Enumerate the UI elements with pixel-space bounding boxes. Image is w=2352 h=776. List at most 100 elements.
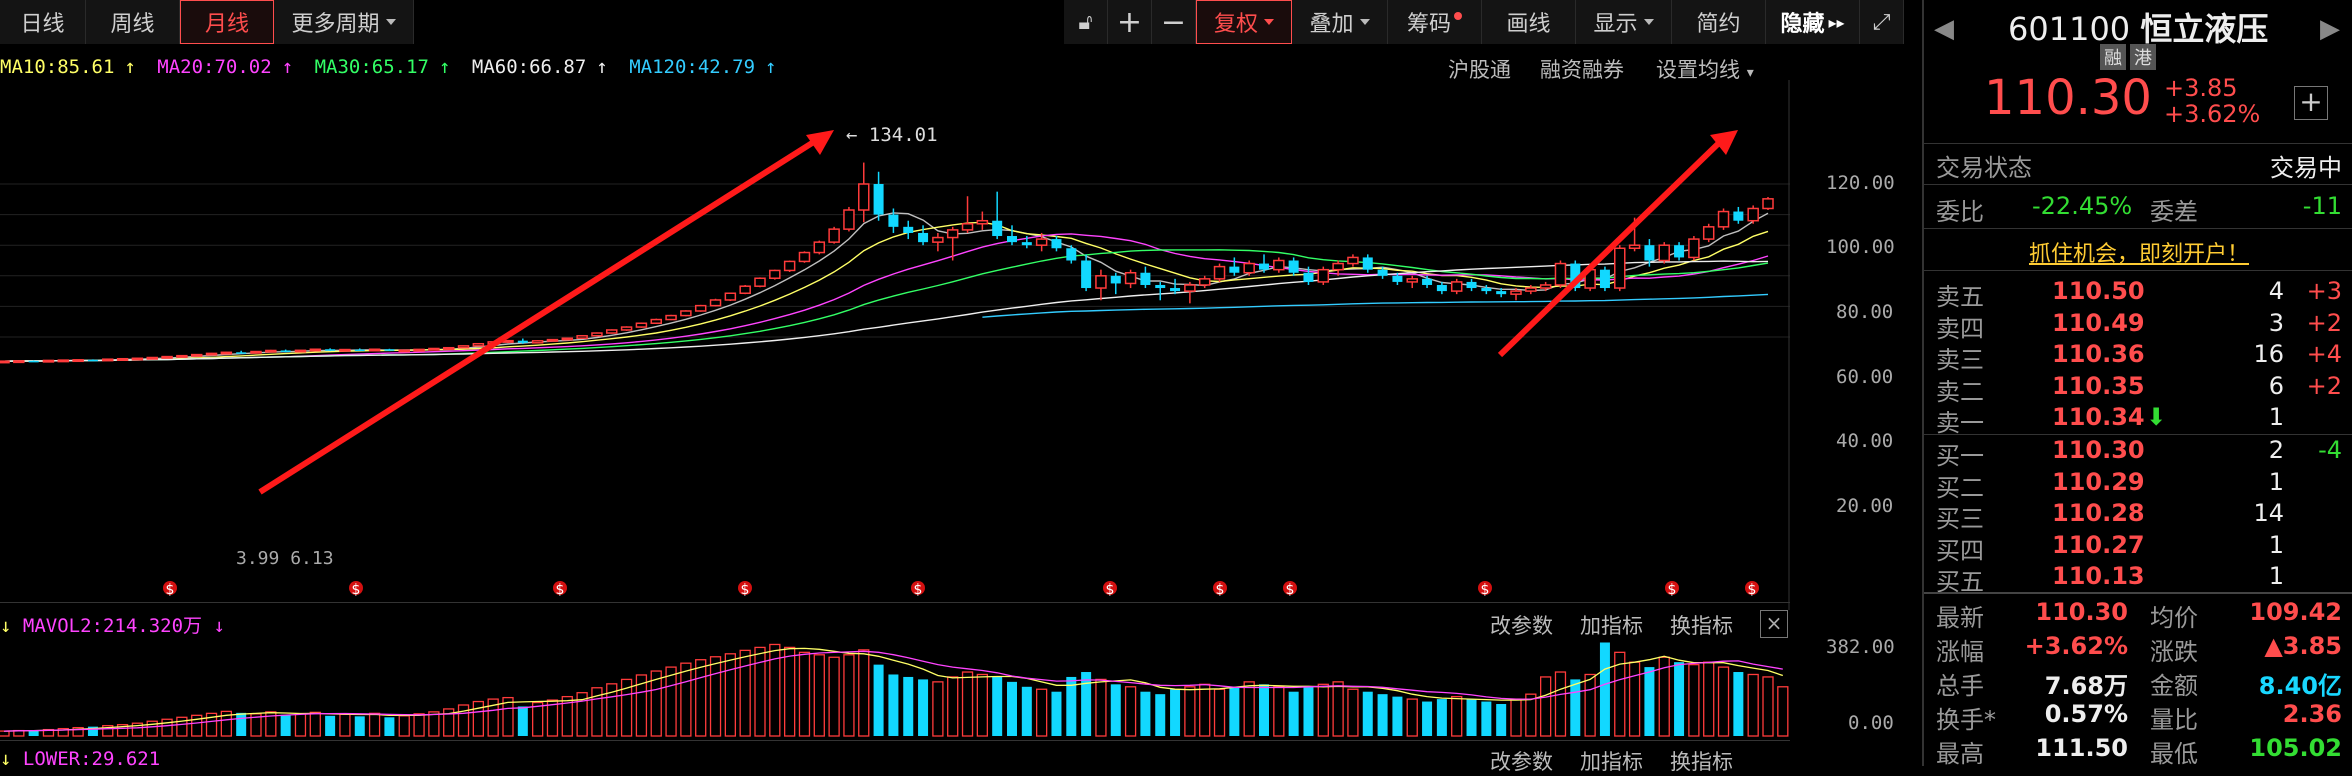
volume-bar [1051, 691, 1062, 736]
add-indicator-button[interactable]: 加指标 [1580, 750, 1643, 774]
volume-chart[interactable] [0, 642, 1790, 738]
divider [1924, 184, 2352, 185]
arrow-up-icon: ↑ [765, 56, 777, 78]
volume-bar [873, 664, 884, 736]
candle-body [1095, 275, 1107, 289]
candle-body [325, 349, 336, 351]
change-params-button[interactable]: 改参数 [1490, 614, 1553, 638]
volume-bar [798, 651, 811, 737]
candle-body [1155, 284, 1166, 289]
volume-bar [131, 722, 144, 737]
price-axis-label: 20.00 [1836, 495, 1894, 517]
dividend-marker [1478, 581, 1492, 595]
notification-dot-icon [1454, 12, 1462, 20]
restore-rights-button[interactable]: 复权 [1196, 0, 1292, 44]
volume-bar [961, 671, 974, 737]
tab-more-periods[interactable]: 更多周期 [274, 0, 414, 44]
arrow-up-icon: ↑ [596, 56, 608, 78]
candle-body [828, 228, 840, 243]
high-label: 134.01 [868, 124, 938, 146]
chevron-down-icon [1264, 19, 1274, 25]
volume-bar [443, 708, 455, 737]
chart-area[interactable]: 日线 周线 月线 更多周期 🔓︎ + − 复权 叠加 筹码 画线 显示 简约 隐… [0, 0, 1922, 774]
candle-body [1066, 248, 1077, 261]
quote-panel: ◀ ▶ 601100 恒立液压 融 港 110.30 +3.85 +3.62% … [1922, 0, 2352, 768]
chips-button[interactable]: 筹码 [1388, 0, 1482, 44]
fullscreen-button[interactable]: ⤢ [1860, 0, 1904, 44]
volume-bar [591, 687, 603, 737]
button-label: 复权 [1213, 12, 1258, 37]
candle-body [57, 359, 70, 363]
button-label: 画线 [1506, 12, 1551, 37]
change-params-button[interactable]: 改参数 [1490, 750, 1553, 774]
dividend-marker-label: $ [1481, 582, 1490, 598]
stock-code: 601100 [2008, 10, 2131, 48]
zoom-in-button[interactable]: + [1108, 0, 1152, 44]
candle-body [1554, 262, 1567, 286]
lock-button[interactable]: 🔓︎ [1064, 0, 1108, 44]
hide-button[interactable]: 隐藏 ▸▸ [1766, 0, 1860, 44]
candle-body [1243, 262, 1255, 274]
volume-bar [695, 659, 707, 737]
volume-bar [1436, 699, 1447, 736]
volume-bar [1317, 683, 1329, 737]
volume-bar [1614, 651, 1626, 737]
close-icon[interactable]: × [1760, 610, 1788, 638]
candle-body [1392, 275, 1403, 282]
triangle-right-icon: ▶ [2320, 14, 2340, 44]
simple-button[interactable]: 简约 [1672, 0, 1766, 44]
candle-body [843, 209, 855, 230]
volume-bar [1035, 688, 1048, 737]
volume-bar [87, 726, 98, 736]
minus-icon: − [1160, 4, 1187, 40]
volume-bar [236, 712, 247, 736]
volume-bar [709, 656, 722, 737]
volume-axis-label: 382.00 [1826, 636, 1895, 658]
ma-settings-link[interactable]: 设置均线 ▾ [1656, 54, 1754, 84]
tab-daily[interactable]: 日线 [0, 0, 86, 44]
candle-body [1140, 272, 1151, 285]
weicha-value: -11 [2302, 192, 2342, 220]
zoom-out-button[interactable]: − [1152, 0, 1196, 44]
dividend-marker [1283, 581, 1297, 595]
volume-bar [1332, 681, 1344, 737]
candle-body [1347, 256, 1359, 265]
dividend-marker-label: $ [1216, 582, 1225, 598]
tab-weekly[interactable]: 周线 [86, 0, 180, 44]
candle-body [946, 229, 959, 239]
rzrq-link[interactable]: 融资融券 [1540, 58, 1624, 82]
dividend-marker-label: $ [741, 582, 750, 598]
dividend-marker-label: $ [914, 582, 923, 598]
candle-body [665, 314, 677, 321]
candle-body [1362, 257, 1373, 270]
candle-body [1081, 260, 1092, 289]
promo-link[interactable]: 抓住机会，即刻开户！ [1924, 236, 2352, 268]
prev-stock-button[interactable]: ◀ [1934, 14, 1954, 44]
volume-axis-label: 0.00 [1848, 712, 1894, 734]
hgt-link[interactable]: 沪股通 [1448, 58, 1511, 82]
candle-body [42, 359, 55, 363]
candle-body [368, 348, 381, 352]
stat-label: 换手* [1936, 706, 1996, 734]
next-stock-button[interactable]: ▶ [2320, 14, 2340, 44]
volume-bar [57, 727, 69, 737]
lower-label: ↓ LOWER:29.621 [0, 748, 160, 770]
tab-label: 日线 [20, 12, 65, 37]
book-volume: 3 [2268, 308, 2284, 337]
candlestick-chart[interactable]: $ $ $ $ $ $ $ $ $ $ $ [0, 80, 1790, 610]
tab-monthly[interactable]: 月线 [180, 0, 274, 44]
switch-indicator-button[interactable]: 换指标 [1670, 750, 1733, 774]
book-volume: 1 [2268, 530, 2284, 559]
volume-bar [1525, 693, 1537, 737]
overlay-button[interactable]: 叠加 [1292, 0, 1388, 44]
add-watchlist-button[interactable]: + [2294, 86, 2328, 120]
volume-bar [1081, 672, 1092, 736]
volume-bar [1229, 686, 1240, 736]
display-button[interactable]: 显示 [1576, 0, 1672, 44]
add-indicator-button[interactable]: 加指标 [1580, 614, 1643, 638]
candle-body [606, 329, 618, 334]
volume-bar [1066, 676, 1077, 736]
switch-indicator-button[interactable]: 换指标 [1670, 614, 1733, 638]
volume-bar [546, 699, 559, 737]
draw-line-button[interactable]: 画线 [1482, 0, 1576, 44]
